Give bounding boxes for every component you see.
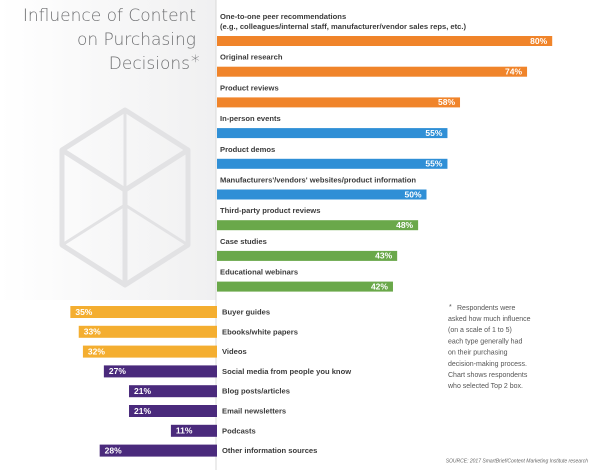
category-label: Social media from people you know — [222, 367, 351, 376]
footnote-line: decision-making process. — [448, 361, 527, 368]
value-label: 33% — [84, 327, 101, 337]
source: SOURCE: 2017 SmartBrief/Content Marketin… — [446, 458, 589, 464]
category-label: One-to-one peer recommendations — [220, 12, 346, 21]
value-label: 48% — [396, 220, 413, 230]
category-label: Third-party product reviews — [220, 206, 320, 215]
bar — [99, 444, 217, 457]
bar — [82, 345, 217, 358]
value-label: 74% — [505, 66, 522, 76]
category-label: Videos — [222, 347, 247, 356]
category-label: Product reviews — [220, 83, 279, 92]
value-label: 80% — [530, 36, 547, 46]
bar — [217, 97, 461, 108]
bar — [217, 189, 427, 200]
bar — [217, 158, 448, 169]
bar — [217, 66, 528, 77]
bar — [129, 405, 217, 417]
value-label: 28% — [105, 445, 122, 455]
bar — [129, 385, 217, 398]
footnote-line: (on a scale of 1 to 5) — [448, 327, 512, 334]
bar — [217, 281, 393, 292]
footnote-line: each type generally had — [448, 338, 522, 345]
value-label: 42% — [371, 281, 388, 291]
title-mark: * — [191, 52, 200, 72]
category-label: Buyer guides — [222, 308, 270, 317]
title-line: on Purchasing — [77, 30, 196, 50]
value-label: 27% — [109, 366, 126, 376]
value-label: 21% — [134, 406, 151, 416]
footnote-line: asked how much influence — [448, 316, 531, 323]
value-label: 58% — [438, 97, 455, 107]
footnote-mark: * — [449, 304, 452, 311]
value-label: 11% — [176, 426, 193, 436]
value-label: 35% — [75, 307, 92, 317]
category-label: Blog posts/articles — [222, 387, 290, 396]
bar — [78, 325, 217, 338]
category-detail: (e.g., colleagues/internal staff, manufa… — [220, 22, 467, 31]
value-label: 21% — [134, 386, 151, 396]
category-label: Podcasts — [222, 426, 256, 435]
bar — [217, 36, 553, 46]
category-label: Product demos — [220, 145, 275, 154]
title-line: Influence of Content — [23, 6, 196, 26]
footnote-line: on their purchasing — [448, 350, 508, 357]
category-label: Original research — [220, 53, 283, 62]
footnote-line: Respondents were — [457, 305, 515, 312]
category-label: Educational webinars — [220, 268, 298, 277]
bar — [70, 306, 217, 318]
bar — [217, 220, 419, 231]
value-label: 32% — [88, 346, 105, 356]
bar — [103, 365, 217, 378]
footnote-line: Chart shows respondents — [448, 372, 528, 379]
category-label: Other information sources — [222, 446, 317, 455]
bar — [217, 250, 398, 261]
category-label: Email newsletters — [222, 407, 286, 416]
category-label: Manufacturers'/vendors' websites/product… — [220, 176, 416, 185]
bar — [170, 424, 217, 437]
bar — [217, 128, 448, 139]
footnote-line: who selected Top 2 box. — [447, 383, 523, 390]
value-label: 50% — [404, 189, 421, 199]
value-label: 55% — [425, 128, 442, 138]
category-label: In-person events — [220, 114, 281, 123]
category-label: Case studies — [220, 237, 267, 246]
cube-icon — [59, 107, 191, 288]
value-label: 55% — [425, 159, 442, 169]
title-line: Decisions — [109, 54, 190, 74]
value-label: 43% — [375, 251, 392, 261]
category-label: Ebooks/white papers — [222, 327, 298, 336]
